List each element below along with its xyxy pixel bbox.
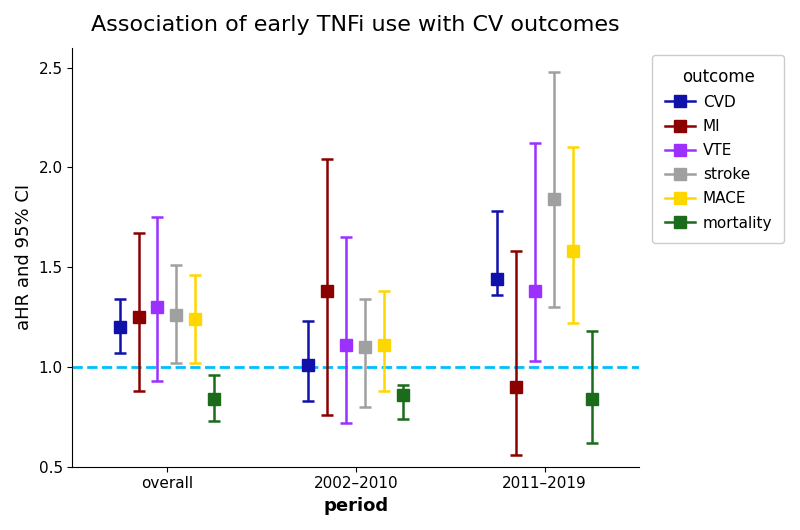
X-axis label: period: period: [323, 497, 388, 515]
Legend: CVD, MI, VTE, stroke, MACE, mortality: CVD, MI, VTE, stroke, MACE, mortality: [652, 55, 785, 243]
Y-axis label: aHR and 95% CI: aHR and 95% CI: [15, 184, 33, 330]
Title: Association of early TNFi use with CV outcomes: Association of early TNFi use with CV ou…: [91, 15, 620, 35]
